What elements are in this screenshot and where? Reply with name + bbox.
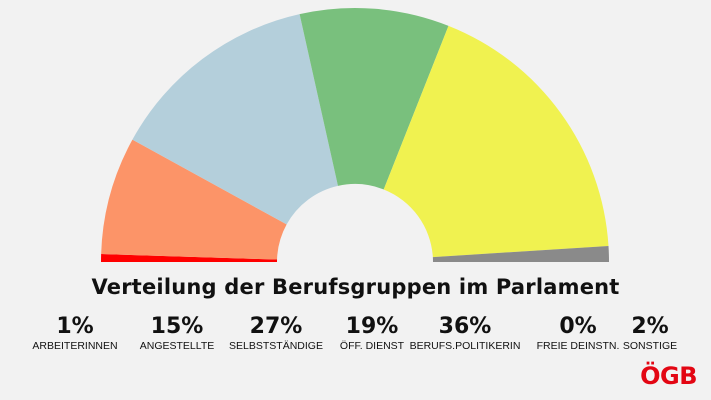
legend-item: 27% SELBSTSTÄNDIGE: [229, 314, 323, 353]
legend-label: BERUFS.POLITIKERIN: [409, 340, 521, 352]
legend-value: 19%: [345, 314, 399, 339]
legend-item: 2% SONSTIGE: [623, 314, 677, 353]
legend-item: 0% FREIE DEINSTN.: [537, 314, 620, 353]
segment-3: [299, 8, 449, 190]
legend-value: 15%: [150, 314, 204, 339]
segment-1: [101, 139, 287, 260]
legend-label: SELBSTSTÄNDIGE: [229, 340, 323, 352]
semicircle-chart: [101, 8, 609, 262]
legend-value: 1%: [56, 314, 94, 339]
chart-title: Verteilung der Berufsgruppen im Parlamen…: [91, 275, 620, 299]
legend-label: SONSTIGE: [622, 340, 678, 352]
legend-label: ANGESTELLTE: [139, 340, 215, 352]
segment-4: [383, 25, 609, 258]
segment-6: [432, 246, 609, 262]
legend-value: 2%: [631, 314, 669, 339]
legend-label: FREIE DEINSTN.: [536, 340, 620, 352]
legend-item: 1% ARBEITERINNEN: [32, 314, 117, 353]
legend-label: ÖFF. DIENST: [339, 340, 405, 352]
legend-label: ARBEITERINNEN: [32, 340, 118, 352]
legend-value: 36%: [438, 314, 492, 339]
segment-0: [101, 254, 278, 262]
legend-item: 36% BERUFS.POLITIKERIN: [410, 314, 521, 353]
legend-value: 0%: [559, 314, 597, 339]
segment-2: [132, 14, 338, 225]
legend-item: 15% ANGESTELLTE: [140, 314, 215, 353]
legend-value: 27%: [249, 314, 303, 339]
oegb-logo: ÖGB: [640, 362, 697, 390]
legend-item: 19% ÖFF. DIENST: [340, 314, 404, 353]
